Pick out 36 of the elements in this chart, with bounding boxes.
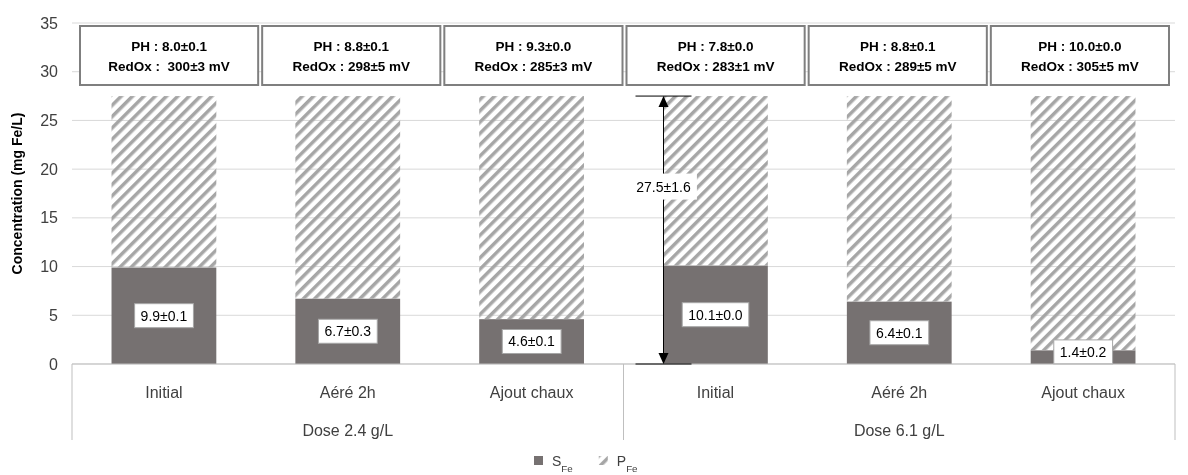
data-label: 1.4±0.2	[1059, 343, 1107, 360]
x-tick-label: Aéré 2h	[319, 384, 376, 401]
annotation: PH : 7.8±0.0 RedOx : 283±1 mV	[656, 39, 775, 74]
bar	[295, 96, 401, 299]
y-tick-label: 35	[40, 14, 59, 32]
y-tick-label: 20	[40, 160, 59, 178]
data-label: 6.7±0.3	[324, 323, 372, 340]
bar	[479, 96, 584, 320]
annotation: PH : 10.0±0.0 RedOx : 305±5 mV	[1021, 39, 1139, 74]
data-label: 4.6±0.1	[508, 333, 556, 350]
bar	[846, 96, 952, 302]
data-label: 9.9±0.1	[140, 307, 188, 324]
y-axis-title: Concentration (mg Fe/L)	[9, 112, 25, 275]
y-tick-label: 0	[49, 355, 59, 373]
y-tick-label: 5	[49, 306, 59, 324]
data-label: 10.1±0.0	[688, 306, 743, 323]
annotation: PH : 8.8±0.1 RedOx : 298±5 mV	[292, 39, 411, 74]
legend-label: P$_{Fe}$	[616, 453, 639, 474]
x-tick-label: Aéré 2h	[871, 384, 928, 401]
annotation: PH : 9.3±0.0 RedOx : 285±3 mV	[474, 39, 593, 74]
annotation: PH : 8.8±0.1 RedOx : 289±5 mV	[838, 39, 957, 74]
x-tick-label: Initial	[696, 384, 735, 401]
x-tick-label: Ajout chaux	[489, 384, 574, 401]
bar	[111, 96, 217, 268]
y-tick-label: 10	[40, 258, 59, 276]
x-tick-label: Initial	[145, 384, 183, 401]
y-tick-label: 25	[40, 112, 59, 130]
y-tick-label: 30	[40, 63, 59, 81]
data-label: 6.4±0.1	[875, 324, 923, 341]
annotation: PH : 8.0±0.1 RedOx : 300±3 mV	[108, 39, 230, 74]
legend-label: S$_{Fe}$	[552, 453, 574, 474]
text: Dose 2.4 g/L	[302, 422, 394, 439]
x-tick-label: Ajout chaux	[1041, 384, 1125, 401]
annotation: 27.5±1.6	[636, 178, 691, 195]
text: Dose 6.1 g/L	[853, 422, 945, 439]
y-tick-label: 15	[40, 209, 59, 227]
